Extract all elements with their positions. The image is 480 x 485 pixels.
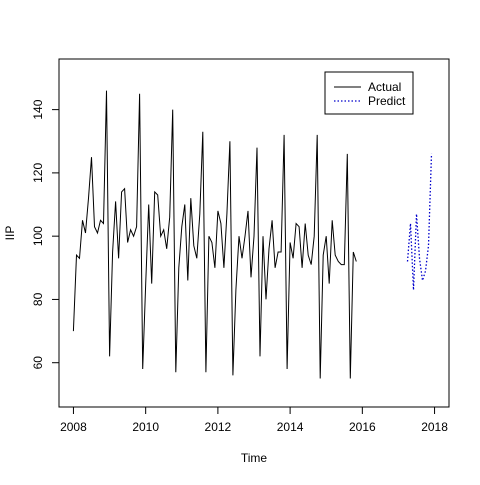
y-axis-label: IIP <box>3 226 17 241</box>
y-tick-label: 140 <box>31 99 45 119</box>
y-tick-label: 80 <box>31 292 45 306</box>
x-tick-label: 2012 <box>205 420 232 434</box>
y-tick-label: 60 <box>31 356 45 370</box>
y-tick-label: 120 <box>31 163 45 183</box>
x-axis: 2008 2010 2012 2014 2016 2018 <box>60 406 448 434</box>
legend-label-actual: Actual <box>368 80 401 94</box>
legend-box <box>324 71 414 115</box>
series-layer <box>72 90 433 379</box>
y-axis: 60 80 100 120 140 <box>31 99 60 370</box>
series-line-predict <box>406 153 433 290</box>
legend-label-predict: Predict <box>368 94 406 108</box>
x-tick-label: 2014 <box>277 420 304 434</box>
series-line-actual <box>72 90 357 379</box>
x-axis-label: Time <box>241 451 268 465</box>
y-tick-label: 100 <box>31 226 45 246</box>
legend: Actual Predict <box>324 71 414 115</box>
x-tick-label: 2016 <box>349 420 376 434</box>
x-tick-label: 2018 <box>421 420 448 434</box>
x-tick-label: 2010 <box>132 420 159 434</box>
x-tick-label: 2008 <box>60 420 87 434</box>
